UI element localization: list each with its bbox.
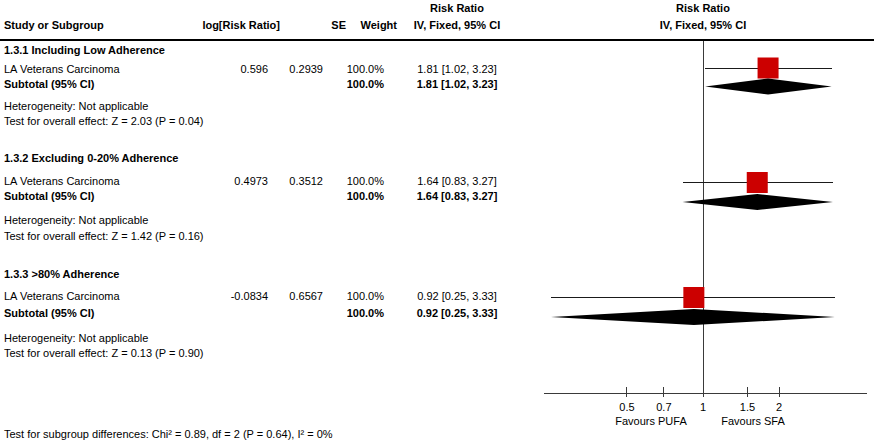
axis-tick-label: 2 [776,401,782,413]
forest-plot-canvas: 0.5 0.7 1 1.5 2 Favours PUFA Favours SFA [0,0,874,442]
favours-left-label: Favours PUFA [615,415,687,427]
study-weight-square [758,58,779,79]
subgroup-differences-test: Test for subgroup differences: Chi² = 0.… [4,428,524,440]
subtotal-diamond [705,79,831,95]
axis-tick-label: 1 [700,401,706,413]
study-weight-square [683,287,704,308]
axis-tick-label: 0.7 [656,401,671,413]
favours-right-label: Favours SFA [721,415,785,427]
study-weight-square [747,172,768,193]
subtotal-diamond [551,309,835,325]
subtotal-diamond [683,194,833,210]
forest-plot-figure: Risk Ratio Risk Ratio Study or Subgroup … [0,0,874,442]
axis-tick-label: 0.5 [619,401,634,413]
axis-tick-label: 1.5 [740,401,755,413]
